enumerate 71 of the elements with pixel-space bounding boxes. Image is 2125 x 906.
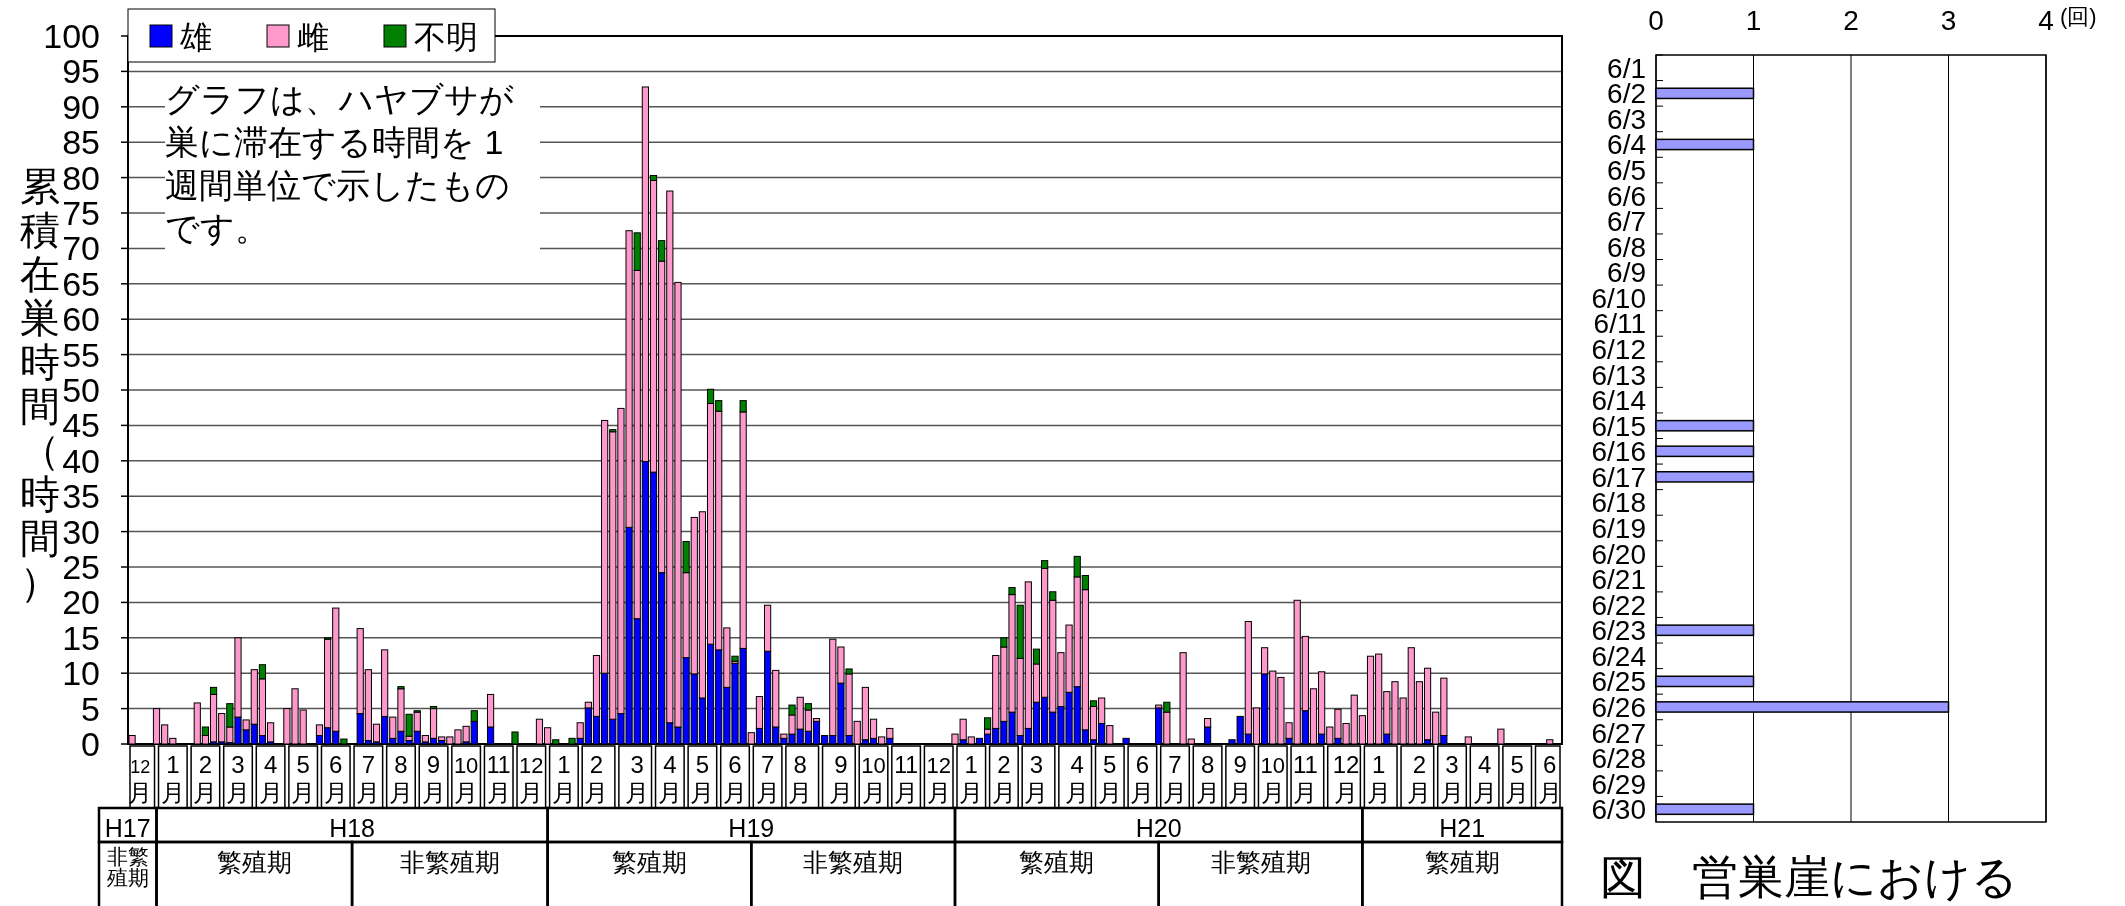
text: 図 営巣崖における — [1600, 851, 2018, 903]
x-tick-label: 4月 — [1472, 751, 1497, 806]
x-axis-title: (回) — [2060, 4, 2097, 29]
x-tick-label: 9月 — [1228, 751, 1253, 806]
y-tick-label: 50 — [62, 371, 100, 409]
x-tick-label: 4月 — [258, 751, 283, 806]
x-tick-label: 9月 — [828, 751, 853, 806]
y-tick-label: 100 — [43, 17, 100, 55]
y-tick-label: 75 — [62, 194, 100, 232]
text: H18 — [329, 814, 375, 842]
x-tick-label: 5月 — [291, 751, 316, 806]
x-tick-label: 2月 — [193, 751, 218, 806]
x-tick-label: 2月 — [584, 751, 609, 806]
legend-label: 雌 — [297, 19, 329, 55]
x-tick-label: 7月 — [1162, 751, 1187, 806]
x-tick-label: 4月 — [1065, 751, 1090, 806]
x-tick-label: 4 — [2038, 5, 2054, 36]
x-tick-label: 8月 — [388, 751, 413, 806]
x-tick-label: 11月 — [1292, 751, 1318, 806]
x-tick-label: 8月 — [788, 751, 813, 806]
x-tick-label: 1 — [1745, 5, 1762, 36]
x-tick-label: 3月 — [625, 751, 650, 806]
x-tick-label: 3 — [1940, 5, 1957, 36]
x-tick-label: 6月 — [1537, 751, 1562, 806]
text: 繁殖期 — [1424, 848, 1500, 876]
x-tick-label: 3月 — [1024, 751, 1049, 806]
text: H21 — [1439, 814, 1486, 842]
x-tick-label: 5月 — [1505, 751, 1530, 806]
x-tick-label: 10月 — [1260, 753, 1285, 806]
x-tick-label: 1月 — [959, 751, 984, 806]
text: H17 — [104, 814, 151, 842]
x-tick-label: 6月 — [723, 751, 748, 806]
y-tick-label: 25 — [62, 548, 100, 586]
x-tick-label: 8月 — [1195, 751, 1220, 806]
text: H19 — [728, 814, 775, 842]
x-tick-label: 9月 — [421, 751, 446, 806]
text: H20 — [1135, 814, 1182, 842]
x-tick-label: 2 — [1843, 5, 1859, 36]
legend-label: 雄 — [179, 19, 212, 55]
annotation: グラフは、ハヤブサが巣に滞在する時間を 1 週間単位で示したものです。 — [165, 78, 540, 250]
x-tick-label: 2月 — [991, 751, 1016, 806]
text: 累積在巣時間（時間） — [20, 164, 60, 604]
text: 繁殖期 — [611, 848, 687, 876]
x-tick-label: 5月 — [690, 751, 715, 806]
x-tick-label: 5月 — [1097, 751, 1122, 806]
y-tick-label: 0 — [81, 725, 100, 763]
text: 繁殖期 — [216, 848, 292, 876]
x-tick-label: 10月 — [453, 753, 479, 806]
x-tick-label: 1月 — [1366, 751, 1391, 806]
x-tick-label: 10月 — [861, 753, 886, 806]
x-tick-label: 7月 — [755, 751, 780, 806]
x-tick-label: 12月 — [519, 753, 544, 806]
x-tick-label: 3月 — [1440, 751, 1465, 806]
x-tick-label: 11月 — [486, 752, 511, 806]
text: 繁殖期 — [1019, 848, 1095, 876]
x-tick-label: 6月 — [323, 751, 348, 806]
x-tick-label: 1月 — [551, 751, 576, 806]
text: 非繁殖期 — [1210, 848, 1311, 876]
text: 非繁殖期 — [399, 848, 500, 876]
legend-label: 不明 — [414, 19, 478, 55]
text: 非繁殖期 — [803, 848, 904, 876]
x-tick-label: 12月 — [1332, 751, 1360, 806]
x-tick-label: 4月 — [657, 751, 682, 806]
x-tick-label: 6月 — [1130, 751, 1155, 806]
text: 非繁殖期 — [106, 845, 149, 889]
x-tick-label: 3月 — [225, 751, 250, 806]
x-tick-label: 2月 — [1407, 751, 1432, 806]
x-tick-label: 11月 — [894, 752, 919, 806]
x-tick-label: 7月 — [356, 751, 381, 806]
x-tick-label: 1月 — [160, 751, 185, 806]
x-tick-label: 12月 — [926, 753, 951, 806]
